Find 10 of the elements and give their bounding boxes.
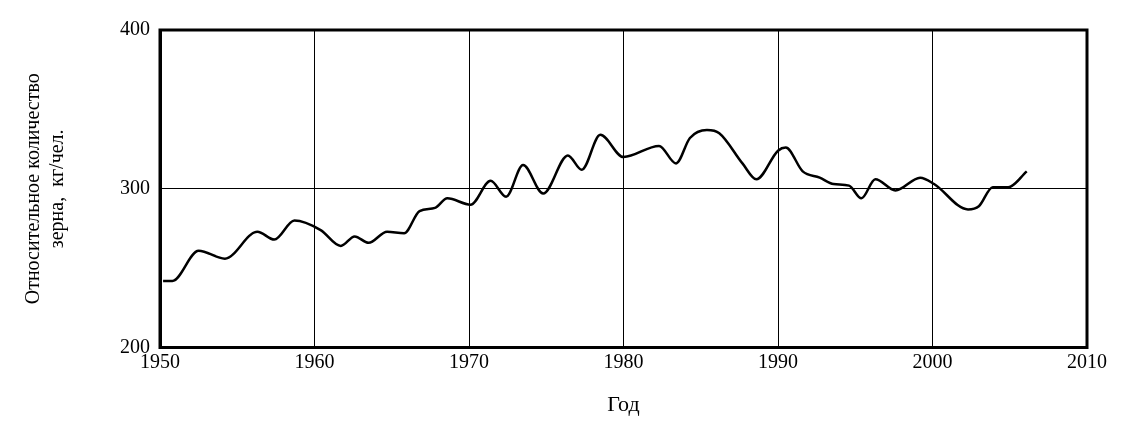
- x-tick-label: 2010: [1067, 349, 1107, 372]
- x-tick-label: 1960: [294, 349, 335, 372]
- x-tick-label: 1970: [449, 349, 489, 372]
- x-tick-label: 2000: [912, 349, 953, 372]
- x-tick-label: 1980: [603, 349, 644, 372]
- y-axis-title: Относительное количество зерна, кг/чел.: [21, 73, 69, 305]
- y-tick-label: 400: [120, 17, 150, 40]
- y-tick-label: 300: [120, 176, 150, 199]
- x-axis-title: Год: [607, 390, 640, 416]
- x-tick-label: 1990: [758, 349, 798, 372]
